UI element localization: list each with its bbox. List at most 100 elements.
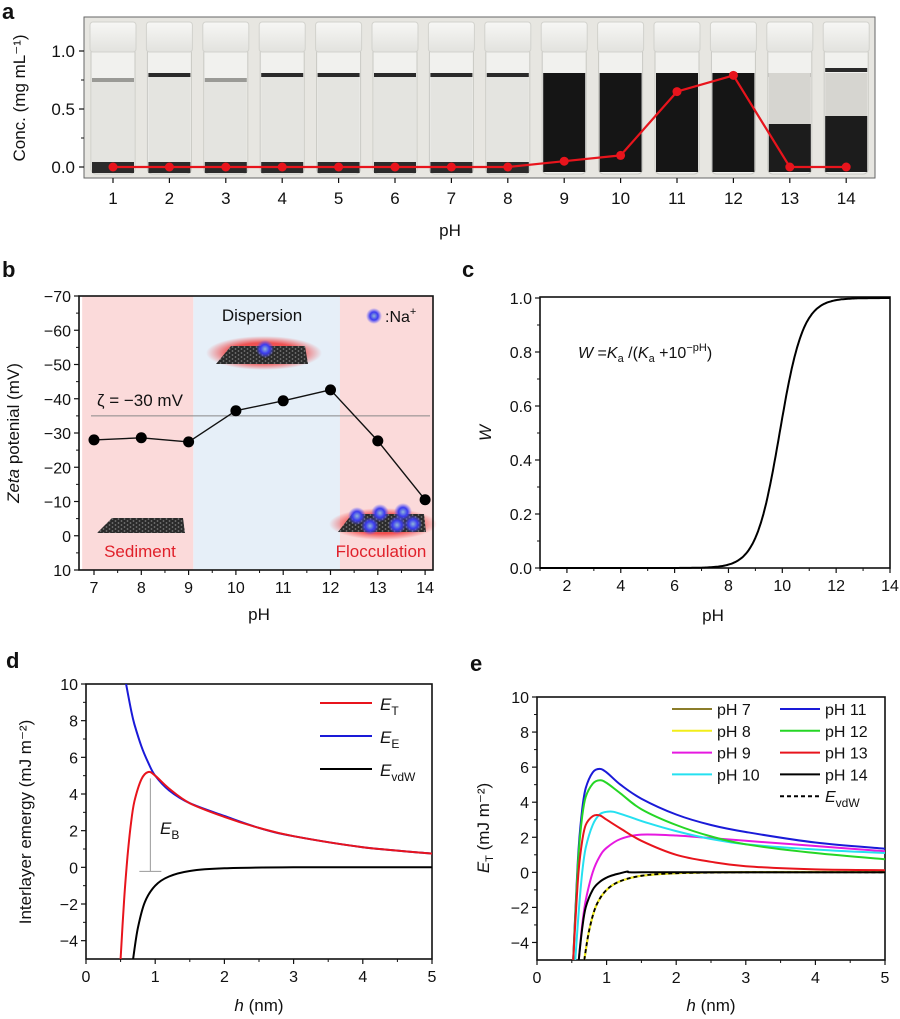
vial-clear-liquid	[317, 77, 360, 172]
panel-e-energy-series	[572, 767, 885, 960]
concentration-point	[672, 87, 682, 97]
x-tick-label: 1	[151, 969, 160, 986]
panel-b-legend: :Na+	[366, 306, 416, 326]
vial-13	[766, 21, 814, 175]
zeta-line	[93, 389, 426, 501]
vial-cap	[315, 21, 363, 53]
vial-cap	[653, 21, 701, 53]
zeta-threshold-label: ζ = −30 mV	[97, 391, 184, 410]
legend-label-ph-14: pH 14	[825, 767, 868, 784]
zeta-point	[88, 434, 100, 446]
vial-1	[89, 21, 137, 175]
vial-meniscus	[374, 73, 416, 77]
x-tick-label: 7	[90, 580, 99, 597]
panel-b-axes: 7 8 9 10 11 12 13 14 −70 −60 −50 −40 −30 −20 −10 0 10	[44, 289, 434, 597]
vial-5	[315, 21, 363, 175]
panel-c: c 2 4 6 8 10 12 14 0.0 0.2 0.4 0.6 0.8 1.0 W =Ka /(K…	[462, 257, 899, 625]
x-tick-label: 1	[108, 189, 117, 208]
panel-d-energy-series	[119, 684, 432, 959]
plot-frame	[539, 296, 891, 569]
series-ph-10	[574, 810, 885, 960]
series-ph-12	[572, 779, 885, 960]
panel-label-a: a	[2, 0, 15, 24]
zeta-point	[183, 436, 195, 448]
y-tick-label: 0.6	[510, 399, 532, 416]
vial-14	[822, 21, 870, 175]
legend-label-e-e: EE	[380, 728, 399, 751]
vial-cap	[145, 21, 193, 53]
series-ph-9	[577, 833, 885, 960]
x-tick-label: 10	[227, 580, 245, 597]
y-tick-label: −70	[44, 289, 71, 306]
vial-cap	[540, 21, 588, 53]
x-tick-label: 7	[447, 189, 456, 208]
x-tick-label: 8	[137, 580, 146, 597]
vial-dispersed-liquid	[712, 73, 755, 172]
concentration-point	[390, 162, 400, 172]
y-tick-label: 8	[520, 725, 529, 742]
panel-b-ylabel: Zeta potenial (mV)	[4, 363, 23, 504]
vial-7	[427, 21, 475, 175]
vial-12	[709, 21, 757, 175]
vial-meniscus	[317, 73, 360, 77]
vial-cap	[202, 21, 250, 53]
vials-photo	[89, 21, 870, 175]
x-tick-label: 4	[616, 578, 625, 595]
concentration-point	[841, 162, 851, 172]
graphene-sheet-dispersion	[206, 336, 322, 370]
y-tick-label: 4	[69, 787, 78, 804]
panel-label-b: b	[2, 257, 15, 282]
vial-cap	[258, 21, 306, 53]
vial-meniscus	[486, 73, 529, 77]
na-legend-label: :Na+	[385, 306, 416, 326]
y-tick-label: 0	[62, 529, 71, 546]
y-tick-label: −60	[44, 323, 71, 340]
concentration-point	[616, 150, 626, 160]
w-curve	[540, 297, 890, 569]
legend-label-ph-12: pH 12	[825, 724, 868, 741]
x-tick-label: 2	[672, 970, 681, 987]
legend-label-ph-8: pH 8	[717, 724, 751, 741]
x-tick-label: 4	[358, 969, 367, 986]
x-tick-label: 11	[275, 580, 292, 597]
vial-cap	[597, 21, 645, 53]
x-tick-label: 6	[390, 189, 399, 208]
y-tick-label: 10	[53, 563, 71, 580]
zeta-point	[419, 494, 431, 506]
panel-d-ylabel: Interlayer emergy (mJ m⁻²)	[16, 720, 35, 925]
vial-dispersed-liquid	[543, 73, 586, 172]
legend-label-ph-9: pH 9	[717, 746, 751, 763]
legend-label-ph-11: pH 11	[825, 702, 867, 719]
series-ph-13	[572, 813, 885, 960]
y-tick-label: 0.5	[51, 100, 75, 119]
concentration-point	[334, 162, 344, 172]
panel-b: b Sediment Dispersion Flocculation	[2, 257, 437, 624]
y-tick-label: 6	[69, 750, 78, 767]
vial-clear-liquid	[261, 77, 304, 172]
x-tick-label: 10	[773, 578, 791, 595]
vial-8	[484, 21, 532, 175]
panel-c-axes: 2 4 6 8 10 12 14 0.0 0.2 0.4 0.6 0.8 1.0	[510, 291, 899, 595]
panel-b-zeta-series	[88, 384, 431, 506]
x-tick-label: 9	[184, 580, 193, 597]
x-tick-label: 8	[724, 578, 733, 595]
panel-a-concentration-series	[108, 70, 851, 172]
vial-meniscus	[430, 73, 473, 77]
x-tick-label: 9	[559, 189, 568, 208]
legend-label-ph-13: pH 13	[825, 746, 868, 763]
series-e-vdw	[583, 871, 885, 960]
x-tick-label: 2	[165, 189, 174, 208]
panel-c-ylabel: W	[476, 423, 495, 441]
legend-label-ph-10: pH 10	[717, 767, 760, 784]
y-tick-label: −10	[44, 495, 71, 512]
na-ion-icon	[256, 340, 274, 358]
vial-clear-liquid	[148, 77, 191, 172]
panel-e-ylabel: ET (mJ m⁻²)	[474, 783, 496, 873]
x-tick-label: 13	[780, 189, 799, 208]
x-tick-label: 6	[670, 578, 679, 595]
region-label-dispersion: Dispersion	[222, 306, 302, 325]
x-tick-label: 13	[369, 580, 387, 597]
barrier-label: EB	[160, 819, 179, 842]
